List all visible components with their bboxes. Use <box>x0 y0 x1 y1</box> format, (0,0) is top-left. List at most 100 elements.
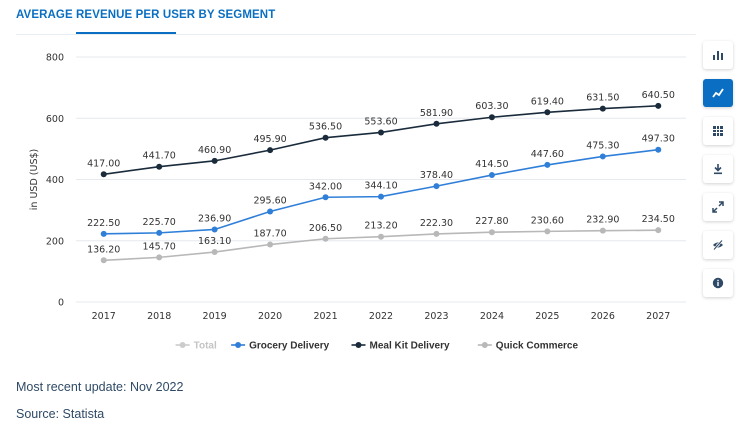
legend-swatch-marker <box>355 342 362 348</box>
data-point <box>156 254 163 261</box>
data-point <box>378 193 384 200</box>
data-label: 417.00 <box>87 158 120 169</box>
y-axis-title: in USD (US$) <box>29 149 40 210</box>
x-tick-label: 2024 <box>480 311 504 322</box>
data-point <box>599 227 606 234</box>
hide-button[interactable] <box>703 231 733 259</box>
line-chart: 0 200 400 600 800 in USD (US$) 2017 2018 2019 202… <box>29 53 686 352</box>
fullscreen-icon <box>712 201 724 213</box>
data-point <box>267 208 274 215</box>
data-label: 213.20 <box>364 221 397 232</box>
info-button[interactable] <box>703 269 733 297</box>
data-label: 222.30 <box>420 218 453 229</box>
legend-item-label: Grocery Delivery <box>249 341 329 352</box>
title-tab-underline <box>76 32 176 34</box>
data-label: 230.60 <box>531 215 564 226</box>
data-point <box>544 161 551 168</box>
data-label: 236.90 <box>198 213 231 224</box>
data-point <box>599 105 606 112</box>
hide-icon <box>713 239 723 251</box>
data-point <box>211 249 218 256</box>
data-label: 342.00 <box>309 181 342 192</box>
source-text: Source: Statista <box>16 407 105 421</box>
data-point <box>100 230 107 237</box>
data-label: 206.50 <box>309 223 342 234</box>
data-label: 232.90 <box>586 215 619 226</box>
data-point <box>322 134 329 141</box>
bar-chart-button[interactable] <box>703 41 733 69</box>
data-label: 640.50 <box>642 90 675 101</box>
y-tick-label: 200 <box>46 236 64 247</box>
data-point <box>433 120 440 127</box>
x-tick-label: 2018 <box>147 311 171 322</box>
y-tick-label: 0 <box>58 298 64 309</box>
data-label: 378.40 <box>420 170 453 181</box>
download-button[interactable] <box>703 155 733 183</box>
data-label: 581.90 <box>420 108 453 119</box>
data-point <box>378 233 384 240</box>
data-label: 234.50 <box>642 214 675 225</box>
data-point <box>544 228 551 235</box>
x-tick-label: 2020 <box>258 311 282 322</box>
y-tick-label: 400 <box>46 175 64 186</box>
data-point <box>156 163 163 170</box>
data-label: 497.30 <box>642 134 675 145</box>
data-label: 475.30 <box>586 140 619 151</box>
data-point <box>544 109 551 116</box>
data-label: 222.50 <box>87 218 120 229</box>
data-point <box>100 171 107 178</box>
data-label: 536.50 <box>309 122 342 133</box>
y-tick-label: 800 <box>46 53 64 64</box>
info-icon <box>712 277 724 289</box>
data-label: 227.80 <box>475 216 508 227</box>
bar-chart-icon <box>713 51 723 60</box>
x-tick-label: 2026 <box>591 311 615 322</box>
data-point <box>433 230 440 237</box>
data-label: 145.70 <box>143 241 176 252</box>
x-tick-label: 2021 <box>313 311 337 322</box>
fullscreen-button[interactable] <box>703 193 733 221</box>
download-icon <box>714 164 722 175</box>
data-point <box>267 147 274 154</box>
data-point <box>488 172 495 179</box>
data-label: 344.10 <box>364 181 397 192</box>
data-point <box>488 229 495 236</box>
data-label: 495.90 <box>253 134 286 145</box>
last-update-text: Most recent update: Nov 2022 <box>16 380 184 394</box>
data-label: 441.70 <box>143 151 176 162</box>
data-point <box>322 194 329 201</box>
x-tick-label: 2017 <box>92 311 116 322</box>
data-point <box>599 153 606 160</box>
legend-swatch-marker <box>235 342 242 348</box>
line-chart-button[interactable] <box>703 79 733 107</box>
data-label: 225.70 <box>143 217 176 228</box>
data-point <box>322 235 329 242</box>
data-label: 447.60 <box>531 149 564 160</box>
x-tick-label: 2019 <box>203 311 227 322</box>
data-point <box>433 183 440 190</box>
legend-item-label: Total <box>194 341 217 352</box>
line-chart-icon <box>712 88 724 98</box>
data-label: 553.60 <box>364 116 397 127</box>
legend-swatch-marker <box>481 342 488 348</box>
legend-item-label: Quick Commerce <box>496 341 579 352</box>
data-point <box>100 257 107 264</box>
x-tick-label: 2022 <box>369 311 393 322</box>
data-point <box>211 157 218 164</box>
x-tick-label: 2025 <box>535 311 559 322</box>
data-label: 619.40 <box>531 96 564 107</box>
x-tick-label: 2023 <box>424 311 448 322</box>
data-point <box>267 241 274 248</box>
legend-swatch-marker <box>179 342 186 348</box>
data-point <box>156 229 163 236</box>
table-icon <box>713 126 723 136</box>
legend-item-label: Meal Kit Delivery <box>370 341 450 352</box>
data-point <box>655 146 662 153</box>
data-label: 187.70 <box>253 229 286 240</box>
data-point <box>655 227 662 234</box>
table-button[interactable] <box>703 117 733 145</box>
data-point <box>655 102 662 109</box>
chart-toolbar <box>703 41 735 307</box>
data-label: 295.60 <box>253 195 286 206</box>
chart-title: AVERAGE REVENUE PER USER BY SEGMENT <box>16 9 276 21</box>
